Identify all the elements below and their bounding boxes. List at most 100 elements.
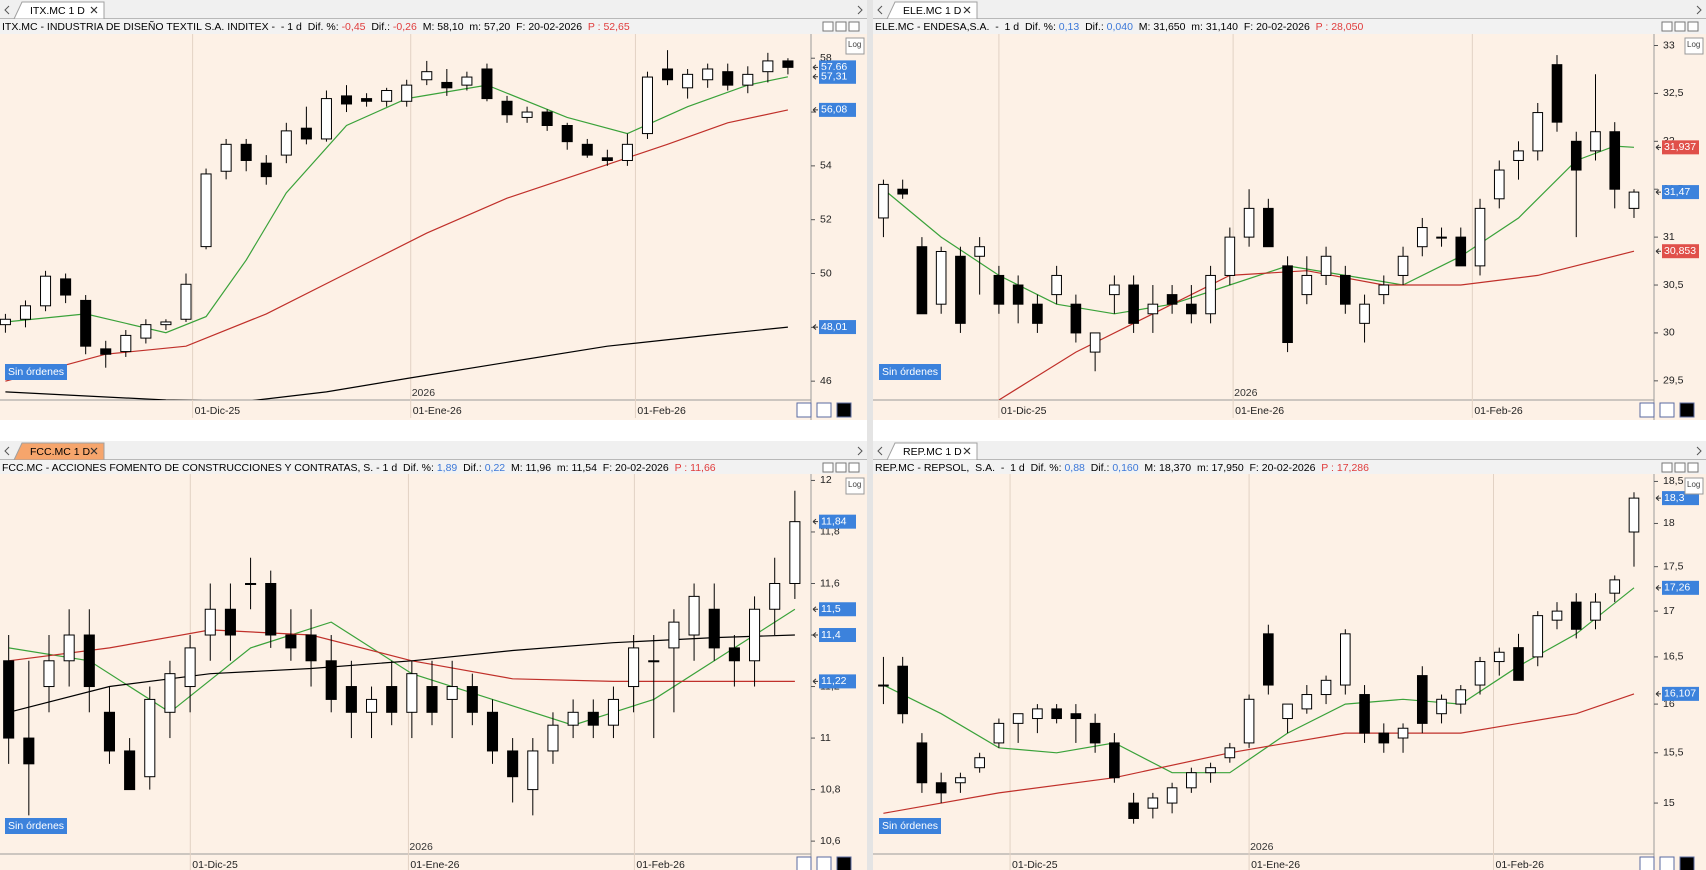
header-segment: Dif.: [1085,462,1112,474]
candle-body [641,76,653,135]
orders-label[interactable]: Sin órdenes [8,366,64,378]
toolbar-button[interactable] [816,856,832,870]
candle-body [1590,601,1601,621]
toolbar-button[interactable] [816,402,832,418]
header-segment: M: 31,650 m: 31,140 F: 20-02-2026 [1133,21,1316,33]
log-button[interactable] [1684,37,1704,55]
header-text: FCC.MC - ACCIONES FOMENTO DE CONSTRUCCIO… [2,462,716,474]
toolbar-button[interactable] [1639,856,1655,870]
header-segment: M: 58,10 m: 57,20 F: 20-02-2026 [417,21,588,33]
log-label[interactable]: Log [848,40,861,49]
tab-close[interactable] [963,6,971,14]
candle-body [682,73,694,89]
log-button[interactable] [1684,477,1704,495]
price-tag [1662,686,1699,701]
candle-body [426,686,438,713]
toolbar-button[interactable] [1659,402,1675,418]
log-label[interactable]: Log [1687,480,1700,489]
header-text: ELE.MC - ENDESA,S.A. - 1 d Dif. %: 0,13 … [875,21,1363,33]
window-button[interactable] [848,21,860,32]
candle-body [446,686,458,700]
x-tick-label: 01-Dic-25 [192,859,238,870]
window-button[interactable] [1661,462,1673,473]
header-segment: 0,040 [1107,21,1133,33]
panel-arrow[interactable] [4,446,10,456]
orders-label[interactable]: Sin órdenes [8,820,64,832]
candle-body [180,283,192,320]
orders-box[interactable] [879,364,941,380]
log-button[interactable] [845,477,865,495]
y-tick-label: 31 [1663,231,1675,243]
orders-label[interactable]: Sin órdenes [882,820,938,832]
log-button[interactable] [845,37,865,55]
candle-body [1397,255,1409,276]
panel-arrow[interactable] [877,5,883,15]
candle-body [40,275,52,307]
price-tag [819,602,856,617]
splitter [867,0,873,870]
candle-body [1397,727,1409,739]
window-button[interactable] [822,21,834,32]
toolbar-button[interactable] [1679,402,1695,418]
candle-body [762,60,774,73]
candle-body [1070,303,1082,334]
moving-average [883,693,1635,814]
tab-label[interactable]: REP.MC 1 D [903,446,962,458]
window-button[interactable] [822,462,834,473]
toolbar-button[interactable] [1639,402,1655,418]
window-button[interactable] [1687,21,1699,32]
log-label[interactable]: Log [1687,40,1700,49]
panel-arrow[interactable] [1696,5,1702,15]
window-button[interactable] [835,462,847,473]
window-button[interactable] [1687,462,1699,473]
window-button[interactable] [1674,21,1686,32]
tab-close[interactable] [90,447,98,455]
orders-box[interactable] [5,818,67,834]
candle-body [1436,698,1447,715]
y-tick-label: 18 [1663,517,1675,529]
window-button[interactable] [848,462,860,473]
candle-body [1282,265,1293,344]
toolbar-button[interactable] [836,856,852,870]
price-arrow [1655,584,1661,591]
candle-body [365,698,378,713]
orders-box[interactable] [5,364,67,380]
candle-body [1166,787,1178,804]
tab-label[interactable]: ITX.MC 1 D [30,5,85,17]
tab-close[interactable] [963,447,971,455]
panel-arrow[interactable] [857,446,863,456]
candle-body [1128,802,1139,819]
candle-body [1513,647,1524,681]
toolbar-button[interactable] [796,856,812,870]
candle-body [1166,294,1178,305]
candle-body [1474,661,1486,686]
panel-arrow[interactable] [857,5,863,15]
candle-body [601,157,613,161]
candle-body [1109,742,1120,779]
orders-label[interactable]: Sin órdenes [882,366,938,378]
window-button[interactable] [835,21,847,32]
toolbar-button[interactable] [796,402,812,418]
orders-box[interactable] [879,818,941,834]
panel-arrow[interactable] [877,446,883,456]
toolbar-button[interactable] [1659,856,1675,870]
window-button[interactable] [1661,21,1673,32]
panel-arrow[interactable] [4,5,10,15]
price-tag-label: 16,107 [1664,688,1696,700]
candle-body [441,81,453,89]
price-tag-label: 57,31 [821,71,847,83]
candle-body [1109,284,1120,296]
candle-body [668,621,680,649]
tab-label[interactable]: ELE.MC 1 D [903,5,962,17]
toolbar-button[interactable] [1679,856,1695,870]
log-label[interactable]: Log [848,480,861,489]
toolbar-button[interactable] [836,402,852,418]
panel-arrow[interactable] [1696,446,1702,456]
window-button[interactable] [1674,462,1686,473]
tab-close[interactable] [90,6,98,14]
tab-label[interactable]: FCC.MC 1 D [30,446,91,458]
header-segment: M: 18,370 m: 17,950 F: 20-02-2026 [1139,462,1322,474]
candle-body [1513,150,1524,161]
